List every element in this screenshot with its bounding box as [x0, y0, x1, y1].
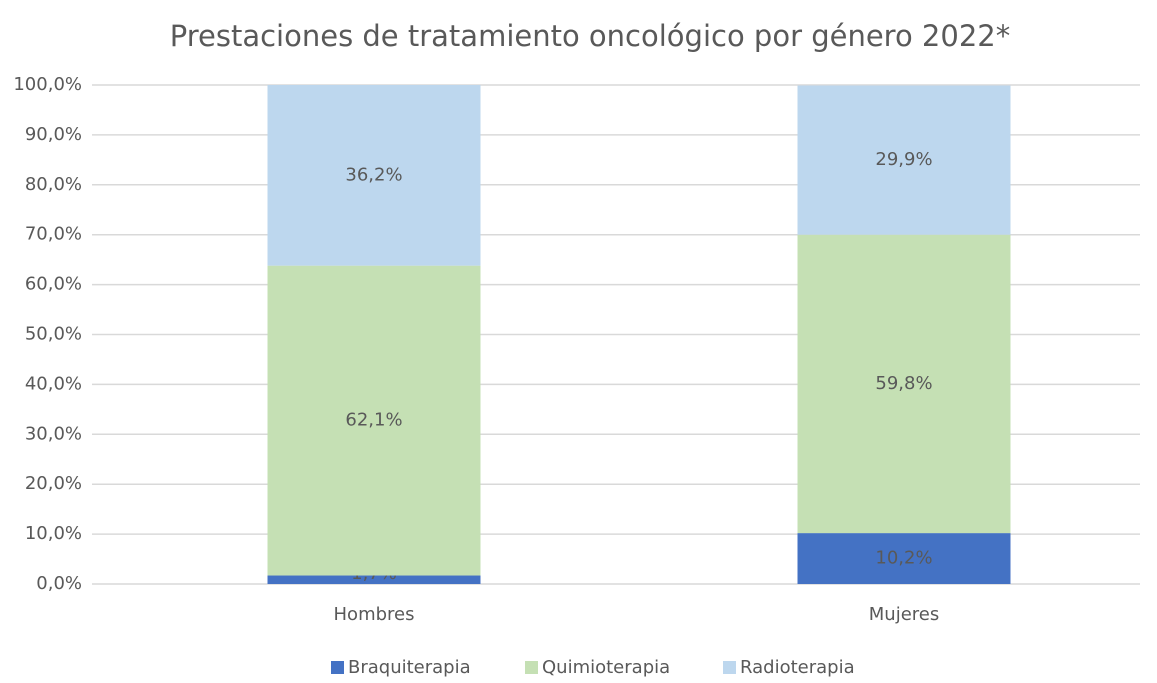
legend-swatch — [331, 661, 344, 674]
y-tick-label: 50,0% — [25, 324, 82, 345]
legend-label: Braquiterapia — [348, 657, 471, 678]
x-tick-label: Mujeres — [869, 604, 939, 625]
legend-swatch — [723, 661, 736, 674]
bar-segment — [267, 575, 481, 584]
y-tick-label: 0,0% — [36, 573, 82, 594]
bar-segment — [267, 85, 481, 266]
y-tick-label: 100,0% — [13, 74, 82, 95]
y-tick-label: 70,0% — [25, 224, 82, 245]
data-label: 36,2% — [345, 164, 402, 185]
data-label: 29,9% — [875, 149, 932, 170]
legend-swatch — [525, 661, 538, 674]
x-tick-label: Hombres — [334, 604, 415, 625]
y-tick-label: 20,0% — [25, 473, 82, 494]
y-tick-label: 80,0% — [25, 174, 82, 195]
y-tick-label: 10,0% — [25, 523, 82, 544]
bar-segment — [797, 85, 1011, 235]
y-tick-label: 90,0% — [25, 124, 82, 145]
chart-title: Prestaciones de tratamiento oncológico p… — [170, 19, 1010, 53]
legend-label: Quimioterapia — [542, 657, 670, 678]
y-tick-label: 30,0% — [25, 423, 82, 444]
bar-segment — [797, 533, 1011, 584]
data-label: 59,8% — [875, 373, 932, 394]
bar-segment — [267, 265, 481, 576]
data-label: 62,1% — [345, 410, 402, 431]
legend-label: Radioterapia — [740, 657, 855, 678]
data-label: 10,2% — [875, 548, 932, 569]
y-tick-label: 60,0% — [25, 274, 82, 295]
bar-segment — [797, 234, 1011, 534]
y-tick-label: 40,0% — [25, 373, 82, 394]
